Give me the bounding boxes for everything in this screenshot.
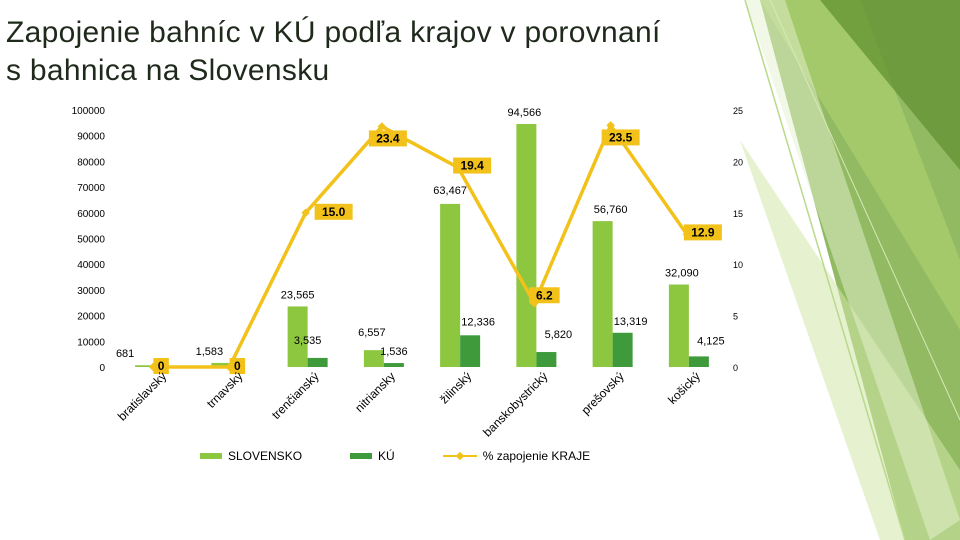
- y-left-tick-label: 100000: [72, 106, 106, 117]
- pct-label: 23.4: [376, 131, 400, 145]
- bar-ku: [383, 363, 404, 367]
- pct-label: 15.0: [322, 205, 346, 219]
- x-category-label: žilinský: [437, 369, 474, 406]
- y-left-tick-label: 60000: [77, 209, 105, 220]
- bar-slovensko: [592, 221, 613, 367]
- bar-label-slovensko: 681: [116, 348, 134, 360]
- slide-title: Zapojenie bahníc v KÚ podľa krajov v por…: [6, 14, 766, 90]
- pct-label: 0: [158, 359, 165, 373]
- bar-label-slovensko: 1,583: [196, 346, 224, 358]
- pct-label: 6.2: [536, 288, 553, 302]
- x-category-label: bratislavský: [115, 369, 169, 423]
- y-left-tick-label: 0: [99, 363, 105, 374]
- bar-ku: [460, 335, 481, 367]
- bar-label-slovensko: 94,566: [508, 107, 542, 119]
- bar-ku: [688, 356, 709, 367]
- bar-label-slovensko: 32,090: [665, 268, 699, 280]
- bar-slovensko: [287, 306, 308, 367]
- x-category-label: nitriansky: [352, 369, 398, 415]
- x-category-label: trnavský: [204, 369, 245, 410]
- y-left-tick-label: 70000: [77, 183, 105, 194]
- bar-label-ku: 1,536: [380, 346, 408, 358]
- slide-title-line-1: Zapojenie bahníc v KÚ podľa krajov v por…: [6, 16, 661, 49]
- pct-label-box: [683, 224, 722, 241]
- y-left-tick-label: 20000: [77, 312, 105, 323]
- legend-label-pct: % zapojenie KRAJE: [482, 449, 591, 463]
- y-right-tick-label: 25: [733, 106, 743, 116]
- y-right-tick-label: 5: [733, 312, 738, 322]
- bar-slovensko: [211, 362, 232, 367]
- bar-label-slovensko: 63,467: [433, 185, 467, 197]
- pct-label-box: [453, 157, 492, 174]
- pct-label: 0: [234, 359, 241, 373]
- bar-label-ku: 4,125: [697, 335, 725, 347]
- line-point-pct: [377, 122, 387, 131]
- pct-label: 12.9: [691, 225, 715, 239]
- bar-slovensko: [363, 350, 384, 367]
- y-right-tick-label: 0: [733, 363, 738, 373]
- slide-title-line-2: s bahnica na Slovensku: [6, 54, 330, 87]
- bar-ku: [307, 357, 328, 367]
- legend-swatch-pct: [442, 450, 477, 462]
- pct-label-box: [229, 358, 246, 374]
- pct-label: 19.4: [460, 159, 484, 173]
- legend-item-pct: % zapojenie KRAJE: [442, 449, 591, 463]
- bar-label-slovensko: 6,557: [358, 327, 386, 339]
- y-right-tick-label: 15: [733, 209, 743, 219]
- pct-label-box: [529, 287, 560, 304]
- legend-swatch-ku: [350, 453, 373, 459]
- pct-label: 23.5: [609, 130, 633, 144]
- pct-label-box: [314, 203, 353, 220]
- y-left-tick-label: 90000: [77, 132, 105, 143]
- legend-label-ku: KÚ: [378, 449, 395, 463]
- legend-item-slovensko: SLOVENSKO: [200, 449, 302, 463]
- pct-label-box: [153, 358, 169, 374]
- x-category-label: prešovský: [579, 369, 627, 417]
- bar-slovensko: [668, 284, 689, 367]
- x-category-label: trenčianský: [269, 369, 322, 422]
- y-right-tick-label: 20: [733, 157, 743, 167]
- bar-ku: [536, 352, 557, 367]
- pct-label-box: [601, 129, 640, 146]
- bar-ku: [612, 332, 633, 367]
- y-right-tick-label: 10: [733, 260, 743, 270]
- y-left-tick-label: 80000: [77, 157, 105, 168]
- chart-legend: SLOVENSKO KÚ % zapojenie KRAJE: [200, 446, 638, 466]
- y-left-tick-label: 30000: [77, 286, 105, 297]
- x-category-label: košický: [665, 369, 703, 407]
- bar-label-ku: 12,336: [461, 316, 495, 328]
- legend-swatch-slovensko: [200, 453, 222, 459]
- line-pct-zapojenie: [153, 123, 689, 369]
- bar-label-slovensko: 23,565: [281, 289, 315, 301]
- bar-slovensko: [135, 365, 156, 367]
- legend-item-ku: KÚ: [350, 449, 395, 463]
- x-category-label: banskobystrický: [480, 369, 550, 439]
- bar-slovensko: [440, 203, 461, 367]
- bar-label-slovensko: 56,760: [594, 204, 628, 216]
- bar-label-ku: 5,820: [545, 329, 573, 341]
- bar-label-ku: 13,319: [614, 316, 648, 328]
- line-point-pct: [301, 208, 310, 218]
- y-left-tick-label: 40000: [77, 260, 105, 271]
- y-left-tick-label: 10000: [77, 337, 105, 348]
- pct-label-box: [368, 130, 407, 147]
- bar-slovensko: [516, 123, 537, 367]
- bar-label-ku: 3,535: [294, 335, 322, 347]
- y-left-tick-label: 50000: [77, 235, 105, 246]
- legend-label-slovensko: SLOVENSKO: [228, 449, 303, 463]
